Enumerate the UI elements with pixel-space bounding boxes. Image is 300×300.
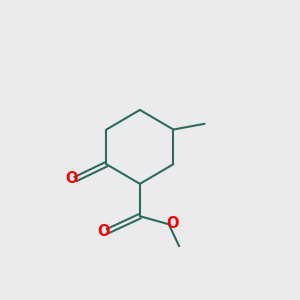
Text: O: O <box>167 216 179 231</box>
Text: O: O <box>97 224 110 239</box>
Text: O: O <box>65 171 77 186</box>
